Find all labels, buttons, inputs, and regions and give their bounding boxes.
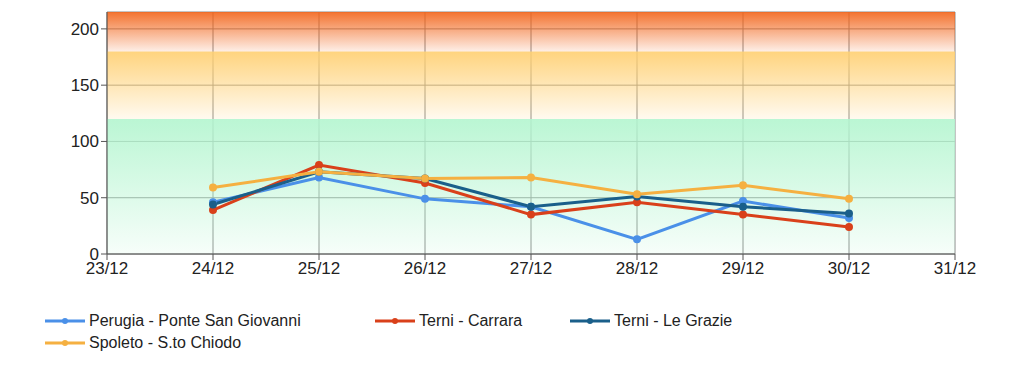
svg-text:0: 0: [90, 245, 99, 264]
svg-text:29/12: 29/12: [722, 259, 765, 278]
svg-text:23/12: 23/12: [85, 259, 129, 279]
svg-text:100: 100: [71, 132, 99, 151]
html-text:Terni - Le Grazie: Terni - Le Grazie: [614, 312, 733, 329]
svg-text:31/12: 31/12: [934, 259, 977, 278]
html-text:Perugia - Ponte San Giovanni: Perugia - Ponte San Giovanni: [89, 312, 301, 329]
svg-text:27/12: 27/12: [510, 259, 553, 278]
html-text:Terni - Carrara: Terni - Carrara: [419, 312, 523, 329]
svg-text:28/12: 28/12: [616, 259, 659, 278]
svg-text:200: 200: [71, 20, 99, 39]
svg-text:30/12: 30/12: [828, 259, 871, 278]
html-text:Spoleto - S.to Chiodo: Spoleto - S.to Chiodo: [89, 334, 242, 351]
svg-text:26/12: 26/12: [404, 259, 447, 278]
svg-text:25/12: 25/12: [298, 259, 341, 278]
svg-text:150: 150: [71, 76, 99, 95]
svg-text:50: 50: [80, 189, 99, 208]
svg-text:24/12: 24/12: [192, 259, 235, 278]
